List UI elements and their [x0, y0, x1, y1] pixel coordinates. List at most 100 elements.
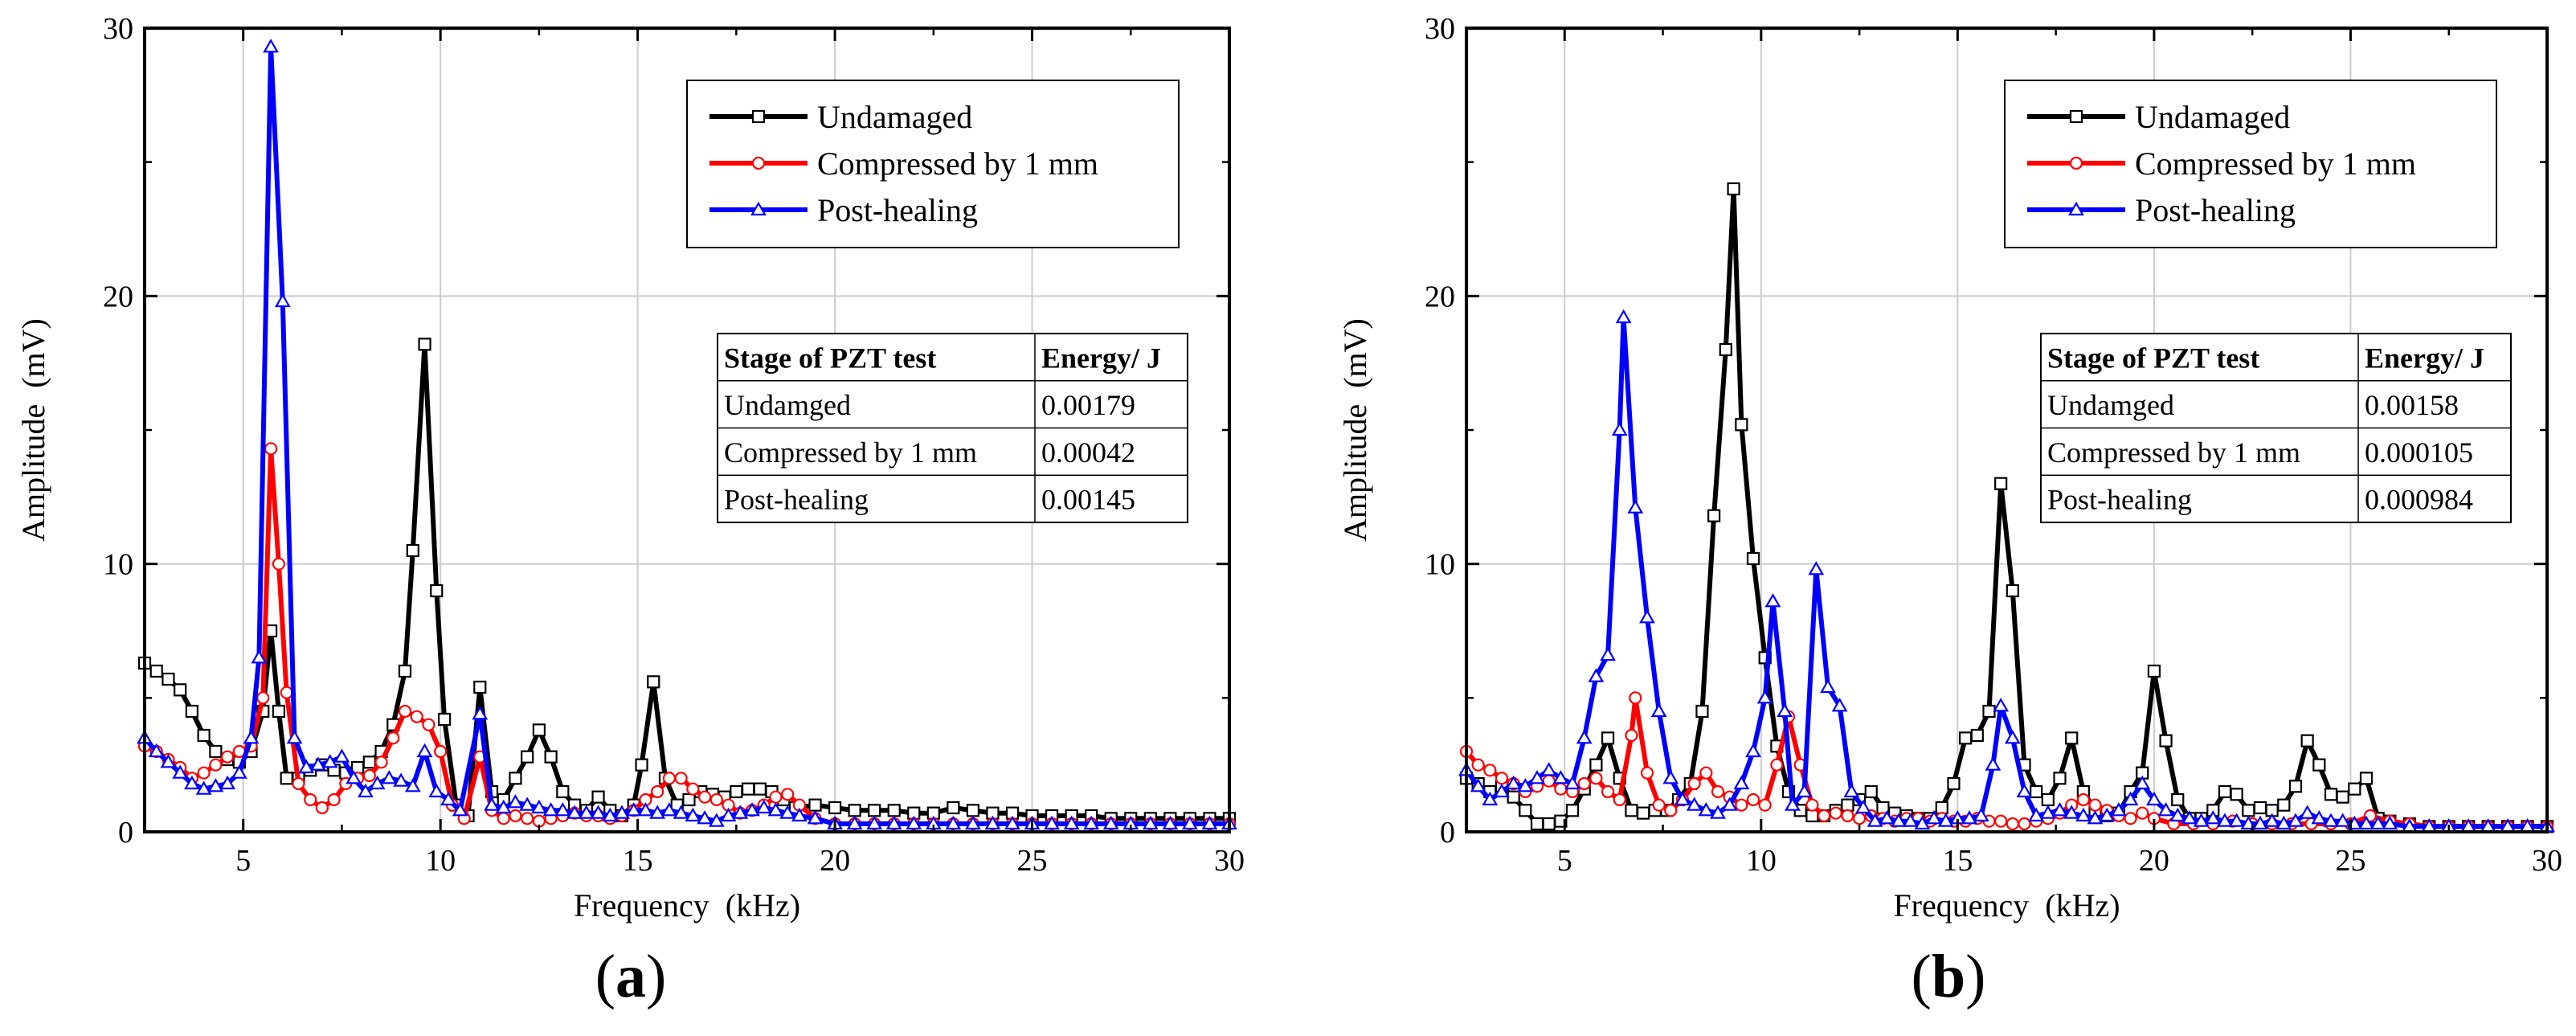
data-point: [172, 764, 189, 779]
data-point: [1699, 766, 1713, 780]
data-point: [1993, 698, 2010, 712]
data-point: [369, 775, 386, 790]
chart-panel-a: 5 10 15 20 25 30 0 10 20 30 Frequency (kHz) Amplitu…: [15, 12, 1245, 1010]
data-point: [1540, 762, 1557, 776]
data-point: [2252, 815, 2268, 830]
data-point: [1611, 421, 1628, 436]
data-point: [1142, 815, 1159, 830]
data-point: [197, 728, 211, 743]
data-point: [1687, 776, 1701, 791]
data-point: [966, 804, 980, 817]
data-point: [1982, 704, 1996, 719]
data-point: [741, 782, 755, 796]
data-point: [848, 804, 861, 817]
data-point: [1746, 551, 1760, 566]
data-point: [554, 802, 571, 817]
data-point: [1063, 815, 1080, 830]
data-point: [251, 649, 268, 664]
legend-label: Post-healing: [2135, 192, 2296, 228]
data-point: [2253, 801, 2267, 815]
data-point: [243, 730, 260, 744]
data-point: [1519, 804, 1532, 817]
y-tick-label: 10: [1425, 548, 1455, 582]
data-point: [2275, 815, 2292, 830]
legend-label: Compressed by 1 mm: [2135, 145, 2416, 182]
data-point: [1640, 766, 1654, 780]
data-point: [298, 759, 315, 774]
data-point: [906, 815, 922, 830]
x-tick-label: 10: [1746, 844, 1777, 878]
data-point: [1891, 813, 1907, 827]
x-axis-label: Frequency (kHz): [1893, 887, 2120, 923]
data-point: [1745, 743, 1761, 758]
data-point: [1650, 702, 1667, 718]
data-point: [2334, 813, 2351, 827]
y-tick-label: 0: [1440, 816, 1455, 850]
data-point: [1796, 783, 1813, 798]
data-point: [1879, 810, 1895, 825]
legend-swatch-marker: [751, 156, 766, 170]
data-point: [532, 723, 546, 737]
data-point: [1867, 813, 1883, 827]
data-point: [484, 796, 500, 811]
x-tick-label: 15: [623, 844, 653, 878]
data-point: [2181, 810, 2198, 825]
data-point: [591, 790, 605, 804]
x-tick-label: 10: [425, 844, 456, 878]
data-point: [2324, 788, 2338, 801]
table-cell: 0.00042: [1041, 436, 1135, 469]
data-point: [2051, 802, 2068, 817]
y-tick-label: 20: [103, 280, 133, 313]
data-point: [662, 772, 677, 785]
data-point: [327, 792, 341, 807]
data-point: [1482, 791, 1499, 806]
data-point: [1970, 728, 1984, 743]
y-tick-label: 30: [103, 12, 133, 46]
data-point: [2323, 813, 2339, 827]
data-point: [1756, 690, 1773, 704]
data-point: [2358, 815, 2374, 830]
data-point: [333, 748, 350, 763]
x-tick-label: 25: [1017, 844, 1048, 878]
data-point: [744, 802, 760, 817]
data-point: [647, 675, 660, 689]
data-point: [2157, 802, 2174, 817]
data-point: [1044, 815, 1060, 830]
x-tick-label: 15: [1942, 844, 1973, 878]
y-tick-label: 20: [1425, 280, 1455, 313]
data-point: [219, 775, 235, 790]
data-point: [2169, 807, 2186, 822]
data-point: [2228, 813, 2245, 827]
data-point: [1530, 817, 1544, 831]
data-point: [674, 772, 688, 785]
data-point: [753, 782, 767, 796]
data-point: [1820, 678, 1836, 694]
data-point: [209, 758, 223, 772]
data-point: [2193, 813, 2210, 827]
data-point: [2159, 734, 2173, 747]
data-point: [1201, 815, 1218, 830]
data-point: [358, 783, 374, 798]
data-point: [1805, 798, 1819, 812]
data-point: [1102, 815, 1119, 830]
data-point: [2039, 805, 2056, 819]
data-point: [406, 543, 419, 558]
data-point: [1470, 778, 1486, 792]
data-point: [195, 780, 212, 795]
data-point: [2230, 788, 2243, 801]
data-point: [781, 788, 795, 801]
data-point: [1711, 784, 1725, 799]
data-point: [2110, 802, 2127, 817]
data-point: [945, 815, 962, 830]
data-point: [1733, 775, 1750, 790]
data-point: [682, 792, 696, 807]
data-point: [2288, 813, 2304, 827]
data-point: [1829, 806, 1842, 820]
data-point: [1625, 804, 1638, 817]
data-point: [697, 810, 713, 825]
data-point: [1994, 477, 2008, 490]
data-point: [2288, 780, 2303, 793]
data-point: [661, 802, 677, 817]
data-point: [1627, 499, 1644, 514]
legend: Undamaged Compressed by 1 mm Post-healing: [686, 80, 1180, 248]
